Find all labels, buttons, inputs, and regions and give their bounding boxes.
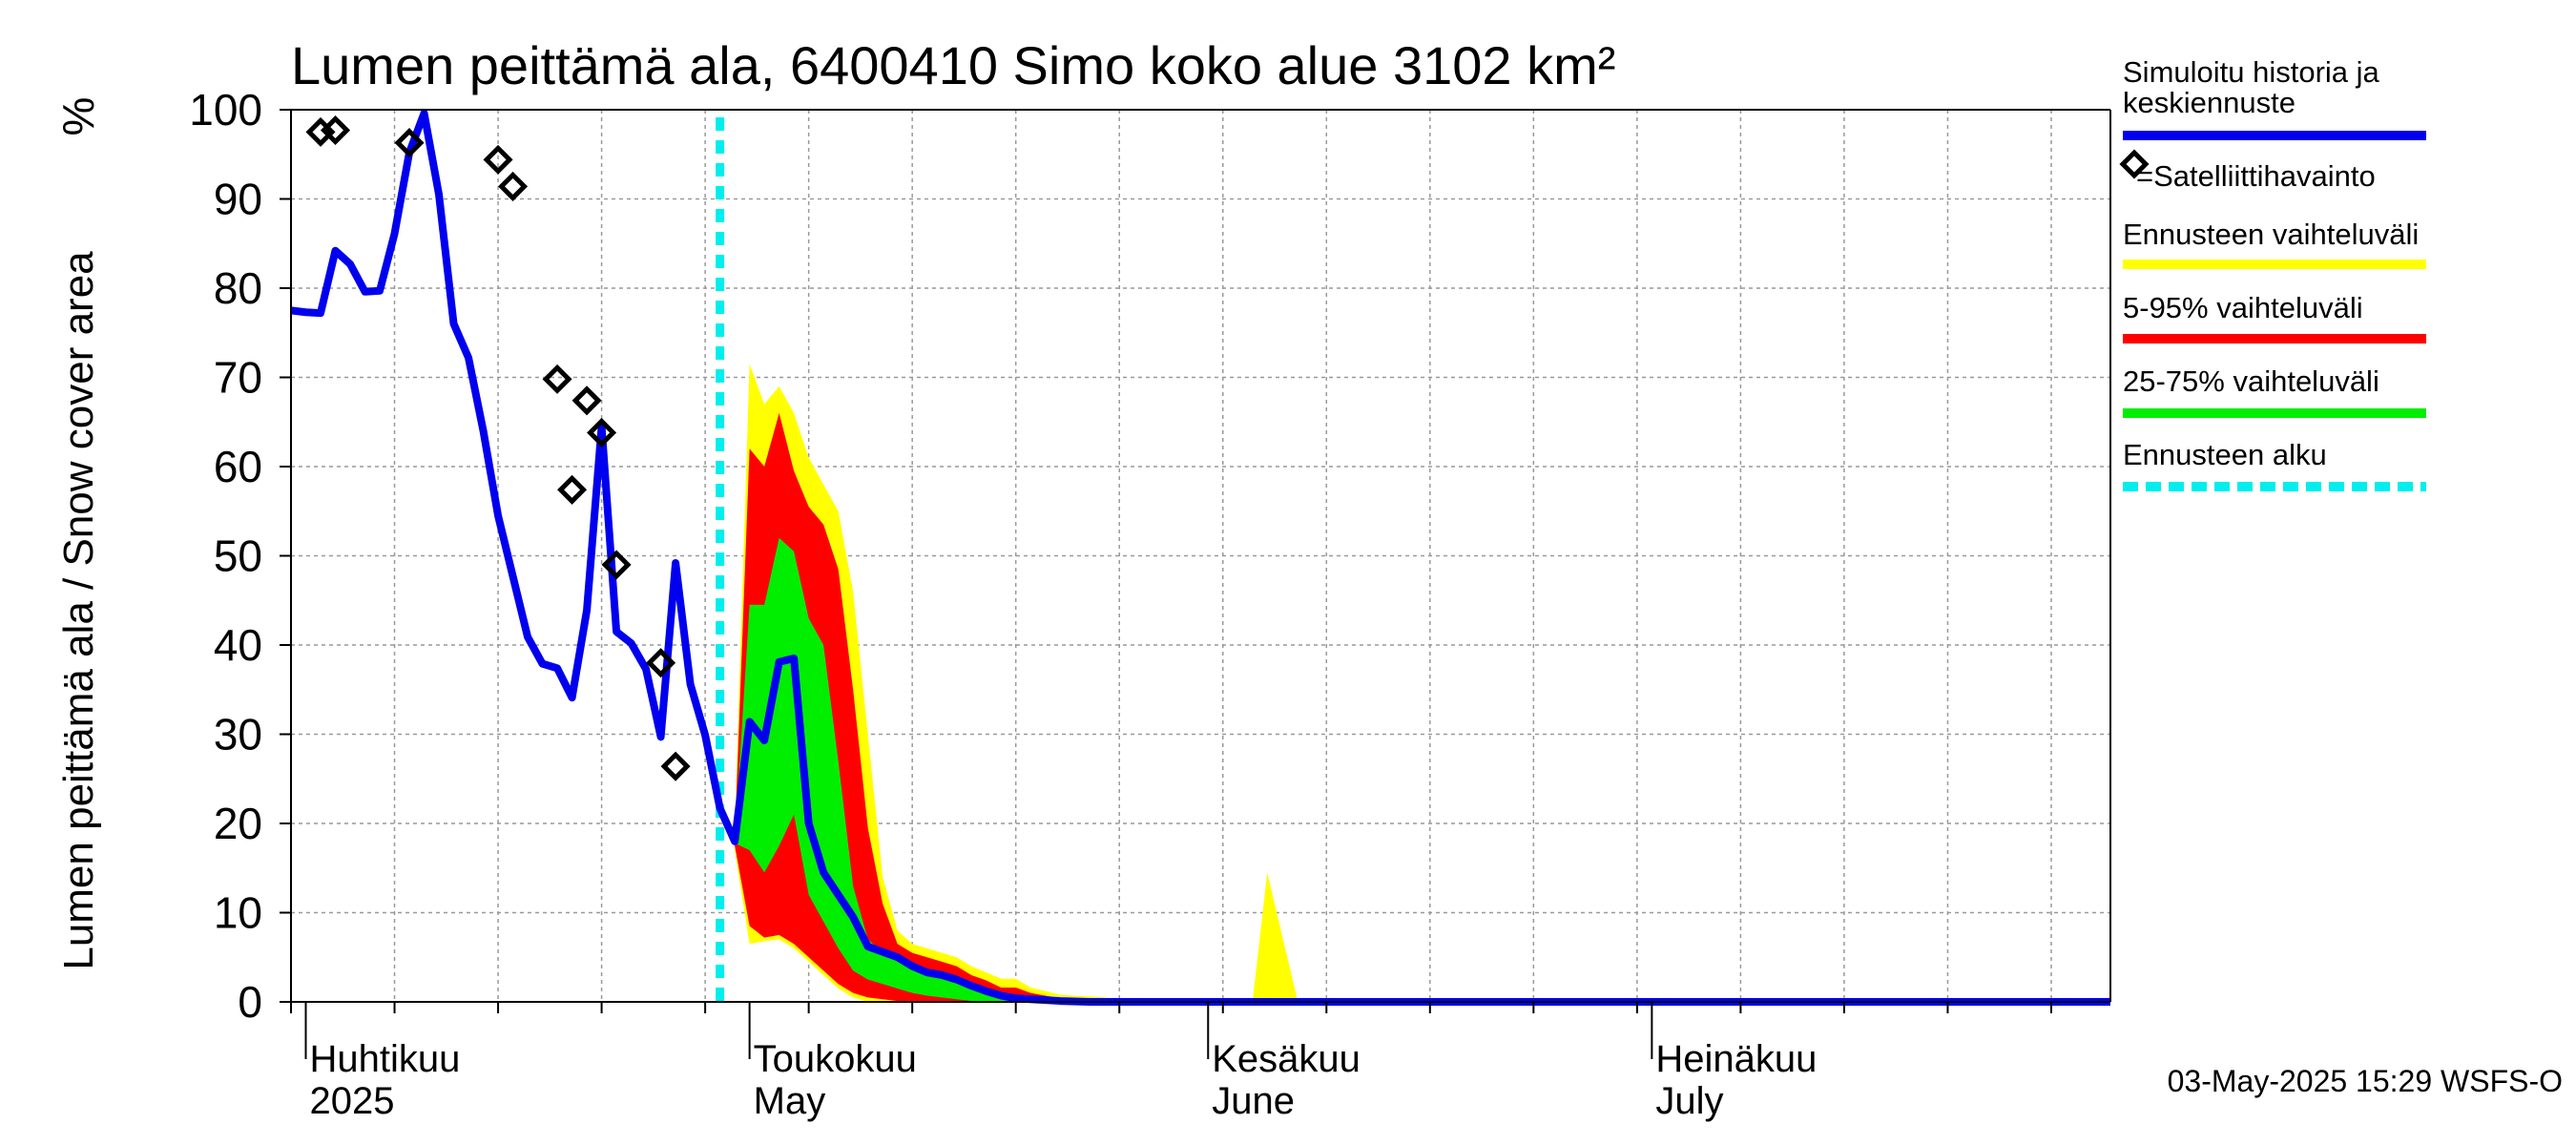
observation-marker — [483, 144, 513, 175]
legend-label: keskiennuste — [2123, 86, 2296, 119]
legend-label: Simuloitu historia ja — [2123, 55, 2380, 89]
y-axis-unit: % — [53, 97, 103, 136]
legend-label: Ennusteen alku — [2123, 438, 2327, 471]
legend-observation-marker — [2119, 149, 2150, 179]
month-label: Toukokuu — [754, 1038, 917, 1080]
legend-label: =Satelliittihavainto — [2136, 159, 2376, 193]
y-tick-label: 90 — [214, 175, 262, 224]
month-year-label: July — [1655, 1080, 1723, 1122]
month-year-label: June — [1212, 1080, 1295, 1122]
simulated-line — [290, 109, 2110, 1006]
plot-area — [290, 109, 2110, 1006]
y-axis-label: Lumen peittämä ala / Snow cover area — [55, 251, 102, 970]
y-tick-label: 30 — [214, 710, 262, 760]
chart-title: Lumen peittämä ala, 6400410 Simo koko al… — [291, 35, 1615, 95]
y-tick-label: 20 — [214, 799, 262, 848]
observation-marker — [646, 648, 676, 678]
y-tick-label: 70 — [214, 353, 262, 403]
p5-95-band — [735, 412, 2110, 1002]
observation-marker — [587, 417, 617, 448]
month-label: Kesäkuu — [1212, 1038, 1361, 1080]
y-tick-label: 60 — [214, 442, 262, 491]
legend-label: Ennusteen vaihteluväli — [2123, 218, 2419, 251]
month-year-label: 2025 — [310, 1080, 395, 1122]
legend-label: 5-95% vaihteluväli — [2123, 291, 2363, 324]
observation-marker — [571, 385, 602, 416]
observation-marker — [394, 128, 425, 158]
month-label: Heinäkuu — [1655, 1038, 1817, 1080]
timestamp: 03-May-2025 15:29 WSFS-O — [2168, 1064, 2563, 1098]
y-tick-label: 40 — [214, 620, 262, 670]
forecast-range-band — [735, 364, 2110, 1003]
legend-label: 25-75% vaihteluväli — [2123, 364, 2379, 398]
observation-marker — [498, 171, 529, 201]
y-tick-label: 100 — [189, 85, 262, 135]
y-tick-label: 80 — [214, 263, 262, 313]
observation-marker — [660, 751, 691, 781]
y-tick-label: 10 — [214, 888, 262, 938]
p25-75-band — [735, 537, 2110, 1002]
y-tick-label: 50 — [214, 531, 262, 581]
month-year-label: May — [754, 1080, 826, 1122]
observation-marker — [557, 474, 588, 505]
observation-marker — [601, 550, 632, 580]
observation-marker — [542, 364, 572, 394]
observation-marker — [320, 114, 351, 146]
month-label: Huhtikuu — [310, 1038, 461, 1080]
y-tick-label: 0 — [238, 977, 262, 1027]
